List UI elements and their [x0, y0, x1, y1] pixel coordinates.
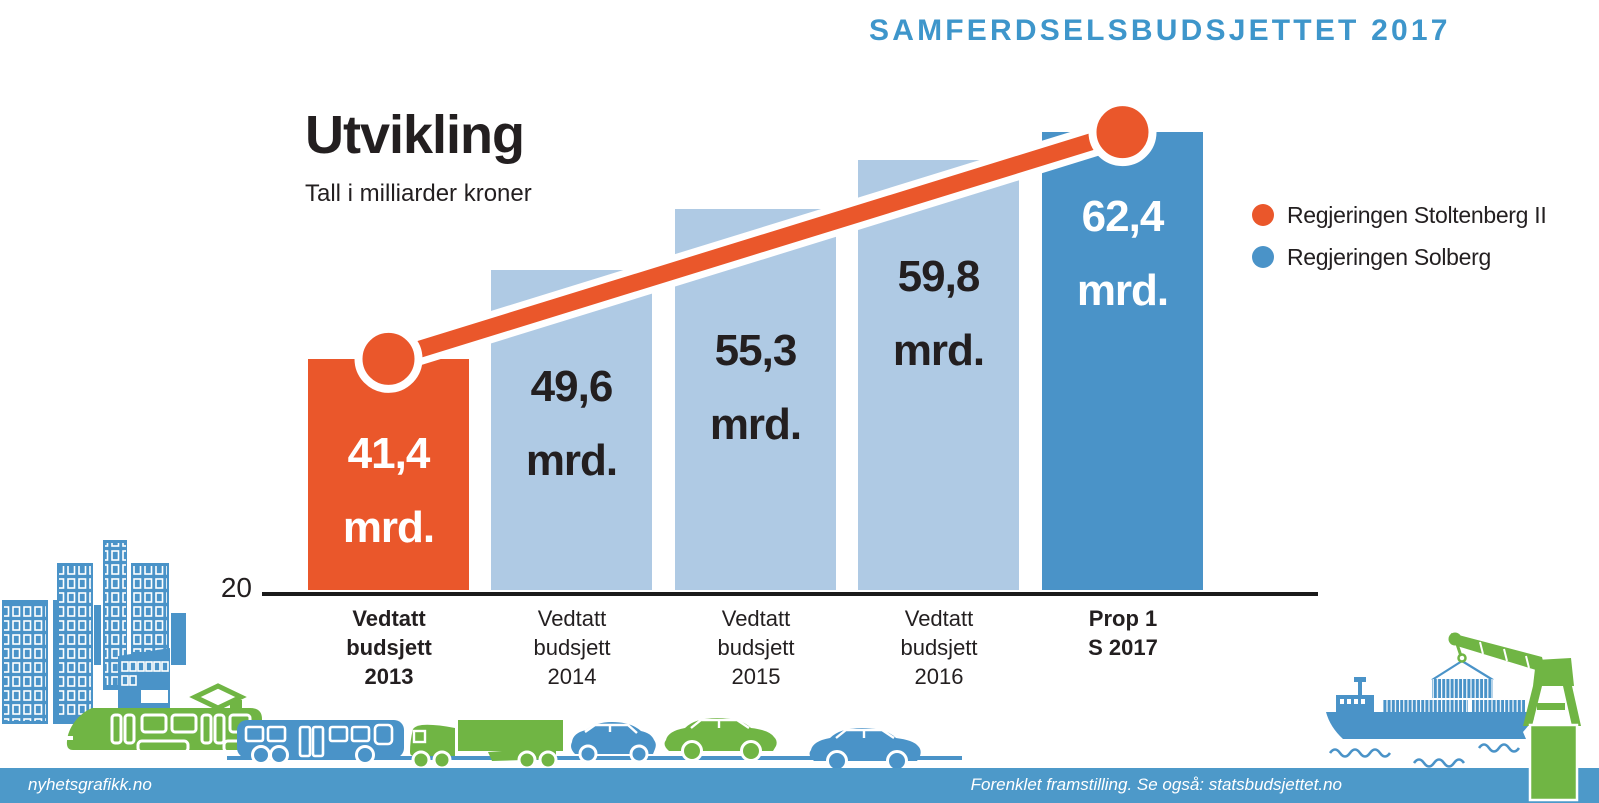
- page-title: SAMFERDSELSBUDSJETTET 2017: [869, 14, 1451, 47]
- bus-icon: [237, 720, 404, 765]
- footer-note: Forenklet framstilling. Se også: statsbu…: [970, 775, 1342, 794]
- bar-value-label: 41,4 mrd.: [342, 428, 435, 552]
- chart-heading: Utvikling: [305, 105, 525, 165]
- legend-item-solberg: Regjeringen Solberg: [1252, 242, 1546, 272]
- x-axis-line: [262, 592, 1318, 596]
- category-label-2014: Vedtatt budsjett 2014: [533, 606, 611, 689]
- bar-value-label: 59,8 mrd.: [892, 252, 985, 376]
- bar-value-label: 49,6 mrd.: [525, 362, 618, 486]
- hanging-container-icon: [1431, 660, 1494, 698]
- legend-label: Regjeringen Solberg: [1287, 243, 1491, 270]
- footer-credit: nyhetsgrafikk.no: [28, 775, 152, 794]
- bar-2017: 62,4 mrd.: [1042, 132, 1203, 590]
- category-label-2017: Prop 1 S 2017: [1088, 606, 1158, 660]
- bar-2016: 59,8 mrd.: [858, 160, 1019, 590]
- category-label-2015: Vedtatt budsjett 2015: [717, 606, 795, 689]
- bar-value-label: 55,3 mrd.: [709, 325, 802, 449]
- footer-bar: nyhetsgrafikk.no Forenklet framstilling.…: [0, 768, 1599, 803]
- bar-2013: 41,4 mrd.: [308, 358, 469, 590]
- water-waves-icon: [1328, 743, 1521, 768]
- sedan-car-blue-icon: [809, 728, 921, 768]
- city-skyline-icon: [2, 540, 186, 724]
- cargo-ship-icon: [1326, 677, 1534, 739]
- bar-2015: 55,3 mrd.: [675, 208, 836, 590]
- chart-subheading: Tall i milliarder kroner: [305, 180, 532, 207]
- sedan-car-green-icon: [664, 718, 777, 762]
- truck-icon: [410, 720, 563, 768]
- legend-item-stoltenberg: Regjeringen Stoltenberg II: [1252, 200, 1547, 230]
- category-label-2016: Vedtatt budsjett 2016: [900, 606, 978, 689]
- right-decoration: [1326, 632, 1581, 802]
- harbor-crane-icon: [1448, 632, 1581, 802]
- legend: Regjeringen Stoltenberg II Regjeringen S…: [1252, 200, 1547, 284]
- category-label-2013: Vedtatt budsjett 2013: [346, 606, 432, 689]
- legend-label: Regjeringen Stoltenberg II: [1287, 201, 1547, 228]
- bar-value-label: 62,4 mrd.: [1076, 192, 1169, 316]
- hatchback-car-icon: [571, 722, 656, 764]
- axis-baseline-label: 20: [220, 572, 252, 603]
- legend-dot-blue-icon: [1252, 246, 1274, 268]
- legend-dot-orange-icon: [1252, 204, 1274, 226]
- left-decoration: [2, 540, 962, 768]
